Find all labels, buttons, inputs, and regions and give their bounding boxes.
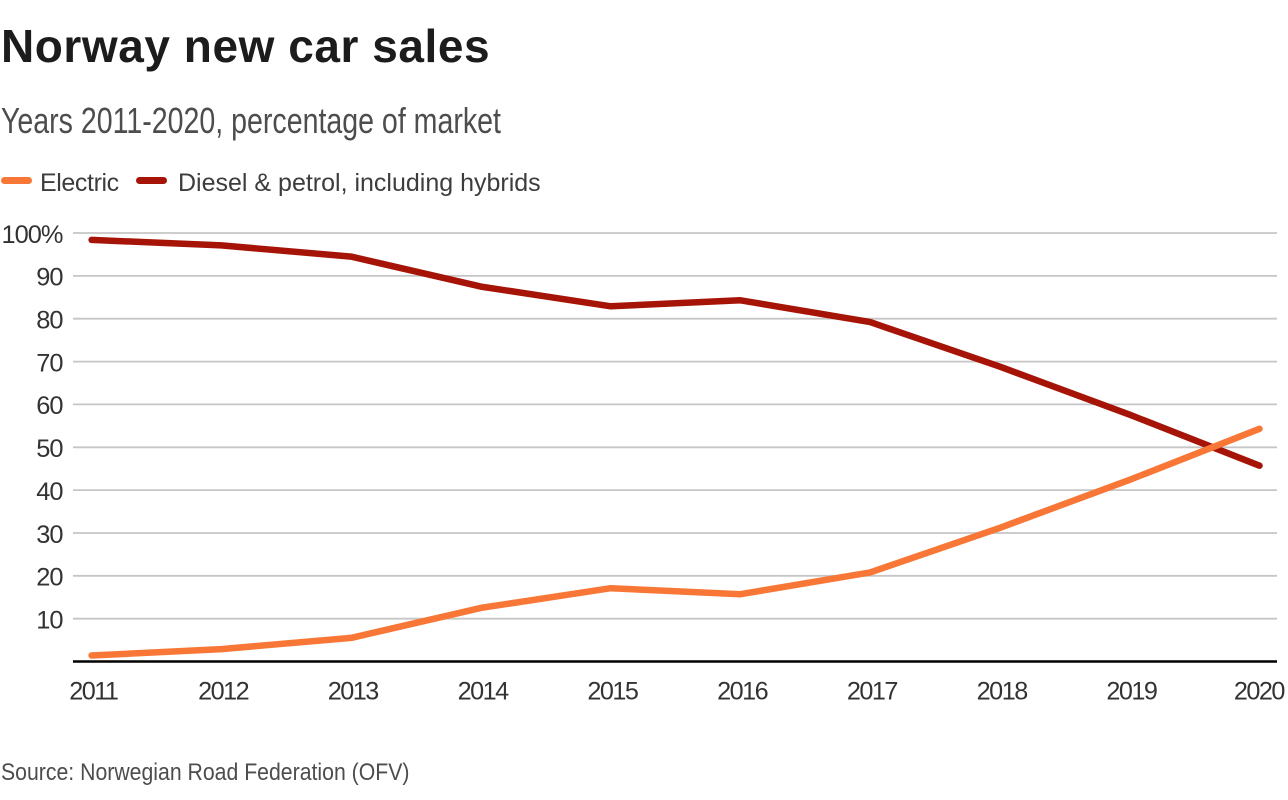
svg-text:2017: 2017 bbox=[847, 678, 898, 706]
svg-text:80: 80 bbox=[36, 307, 63, 335]
svg-text:90: 90 bbox=[36, 264, 63, 292]
svg-text:30: 30 bbox=[36, 521, 63, 549]
svg-text:100%: 100% bbox=[2, 221, 63, 249]
svg-text:2013: 2013 bbox=[328, 678, 379, 706]
svg-text:10: 10 bbox=[36, 607, 63, 635]
svg-text:2018: 2018 bbox=[977, 678, 1028, 706]
svg-text:2016: 2016 bbox=[717, 678, 768, 706]
svg-text:2012: 2012 bbox=[198, 678, 249, 706]
svg-text:2015: 2015 bbox=[587, 678, 638, 706]
svg-text:50: 50 bbox=[36, 435, 63, 463]
svg-text:70: 70 bbox=[36, 349, 63, 377]
svg-text:2014: 2014 bbox=[458, 678, 510, 706]
svg-text:2011: 2011 bbox=[69, 678, 118, 706]
svg-text:60: 60 bbox=[36, 392, 63, 420]
svg-text:40: 40 bbox=[36, 478, 63, 506]
svg-text:2020: 2020 bbox=[1234, 678, 1286, 706]
svg-text:2019: 2019 bbox=[1106, 678, 1157, 706]
svg-text:20: 20 bbox=[36, 564, 63, 592]
